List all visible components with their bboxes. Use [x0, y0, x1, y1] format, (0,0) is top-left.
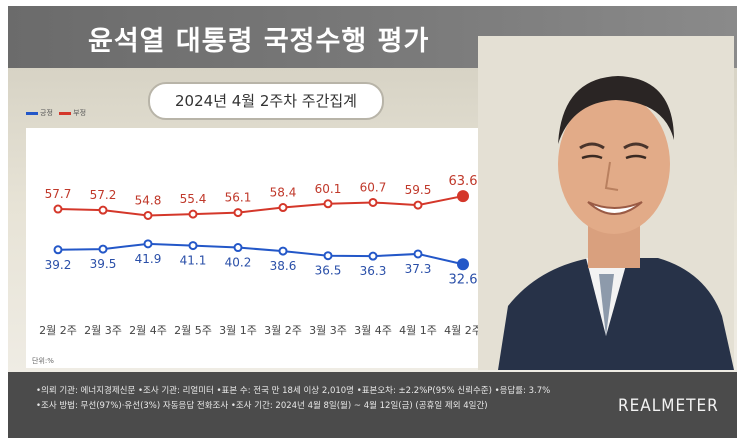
unit-label: 단위:%: [32, 357, 54, 365]
realmeter-logo: REALMETER: [618, 396, 719, 416]
legend-item-disapprove: 부정: [59, 108, 86, 118]
legend-label-approve: 긍정: [40, 109, 53, 117]
footer-bar: [8, 372, 737, 438]
legend-label-disapprove: 부정: [73, 109, 87, 117]
survey-notes: •의뢰 기관: 에너지경제신문 •조사 기관: 리얼미터 •표본 수: 전국 만…: [36, 384, 596, 414]
survey-note-line-2: •조사 방법: 무선(97%)·유선(3%) 자동응답 전화조사 •조사 기간:…: [36, 401, 488, 411]
survey-note-line-1: •의뢰 기관: 에너지경제신문 •조사 기관: 리얼미터 •표본 수: 전국 만…: [36, 386, 551, 396]
subtitle-pill: 2024년 4월 2주차 주간집계: [148, 82, 384, 120]
subtitle: 2024년 4월 2주차 주간집계: [175, 92, 357, 110]
plot-panel: [26, 128, 489, 368]
page-title: 윤석열 대통령 국정수행 평가: [88, 26, 430, 57]
legend-item-approve: 긍정: [26, 108, 53, 118]
legend: 긍정 부정: [26, 108, 90, 118]
president-portrait-image: [478, 36, 734, 370]
